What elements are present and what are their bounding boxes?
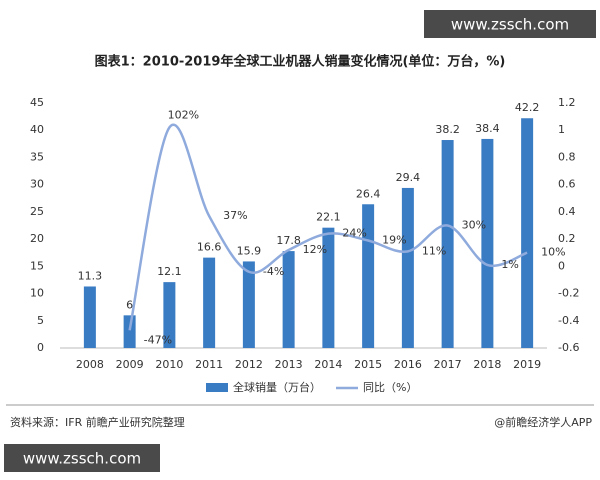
bar — [203, 257, 216, 348]
line-label: 1% — [501, 258, 518, 271]
x-tick-label: 2016 — [394, 358, 422, 371]
line-label: 102% — [168, 109, 199, 122]
bar — [83, 286, 96, 348]
bar-label: 42.2 — [515, 101, 540, 114]
legend-swatch — [206, 383, 228, 392]
x-tick-label: 2012 — [235, 358, 263, 371]
y-tick-label: 5 — [37, 314, 44, 327]
bar-label: 11.3 — [78, 269, 103, 282]
x-tick-label: 2014 — [314, 358, 342, 371]
x-tick-label: 2010 — [155, 358, 183, 371]
line — [128, 123, 528, 331]
bar — [322, 227, 335, 348]
line-label: 24% — [342, 227, 366, 240]
x-tick-label: 2013 — [275, 358, 303, 371]
bar — [242, 261, 255, 348]
y2-tick-label: -0.6 — [558, 341, 579, 354]
line-label: 30% — [462, 219, 486, 232]
line-label: 10% — [541, 246, 565, 259]
y2-tick-label: 0.6 — [558, 178, 576, 191]
bar-label: 16.6 — [197, 241, 222, 254]
y2-tick-label: 0.8 — [558, 150, 576, 163]
x-tick-label: 2019 — [513, 358, 541, 371]
y2-tick-label: 1 — [558, 123, 565, 136]
bar — [282, 251, 295, 348]
line-label: 19% — [382, 233, 406, 246]
y2-tick-label: -0.2 — [558, 287, 579, 300]
x-tick-label: 2018 — [473, 358, 501, 371]
y2-tick-label: 0.4 — [558, 205, 576, 218]
line-label: -4% — [263, 265, 284, 278]
x-tick-label: 2011 — [195, 358, 223, 371]
y-tick-label: 35 — [30, 150, 44, 163]
y-tick-label: 0 — [37, 341, 44, 354]
line-label: 12% — [303, 243, 327, 256]
chart-title: 图表1：2010-2019年全球工业机器人销量变化情况(单位：万台，%) — [95, 54, 506, 70]
watermark-box — [4, 444, 160, 472]
legend-label: 全球销量（万台） — [233, 380, 321, 394]
y-tick-label: 10 — [30, 287, 44, 300]
x-tick-label: 2015 — [354, 358, 382, 371]
credit: @前瞻经济学人APP — [494, 415, 592, 429]
source: 资料来源：IFR 前瞻产业研究院整理 — [10, 415, 185, 429]
y-tick-label: 40 — [30, 123, 44, 136]
line-label: 11% — [422, 244, 446, 257]
bar — [481, 138, 494, 348]
y-tick-label: 15 — [30, 259, 44, 272]
line-label: 37% — [223, 209, 247, 222]
watermark: www.zssch.com — [23, 450, 141, 468]
y2-tick-label: -0.4 — [558, 314, 579, 327]
x-tick-label: 2009 — [116, 358, 144, 371]
line-label: -47% — [144, 333, 172, 346]
x-tick-label: 2017 — [434, 358, 462, 371]
y-tick-label: 20 — [30, 232, 44, 245]
y-tick-label: 30 — [30, 178, 44, 191]
bar — [123, 315, 136, 348]
bar — [521, 118, 534, 348]
bar-label: 17.8 — [276, 234, 301, 247]
watermark-box — [424, 10, 596, 38]
bar-label: 38.4 — [475, 122, 500, 135]
legend-label: 同比（%） — [363, 381, 417, 394]
watermark: www.zssch.com — [451, 16, 569, 34]
y2-tick-label: 0.2 — [558, 232, 576, 245]
bar-label: 26.4 — [356, 187, 381, 200]
y-tick-label: 45 — [30, 96, 44, 109]
bar — [401, 187, 414, 348]
bar — [441, 140, 454, 348]
bar-label: 38.2 — [435, 123, 460, 136]
y-tick-label: 25 — [30, 205, 44, 218]
bar-label: 29.4 — [396, 171, 421, 184]
x-tick-label: 2008 — [76, 358, 104, 371]
y2-tick-label: 0 — [558, 259, 565, 272]
bar-label: 22.1 — [316, 211, 341, 224]
bar — [163, 282, 176, 348]
bar-label: 12.1 — [157, 265, 182, 278]
y2-tick-label: 1.2 — [558, 96, 576, 109]
bar-label: 6 — [126, 298, 133, 311]
bar-label: 15.9 — [237, 244, 262, 257]
